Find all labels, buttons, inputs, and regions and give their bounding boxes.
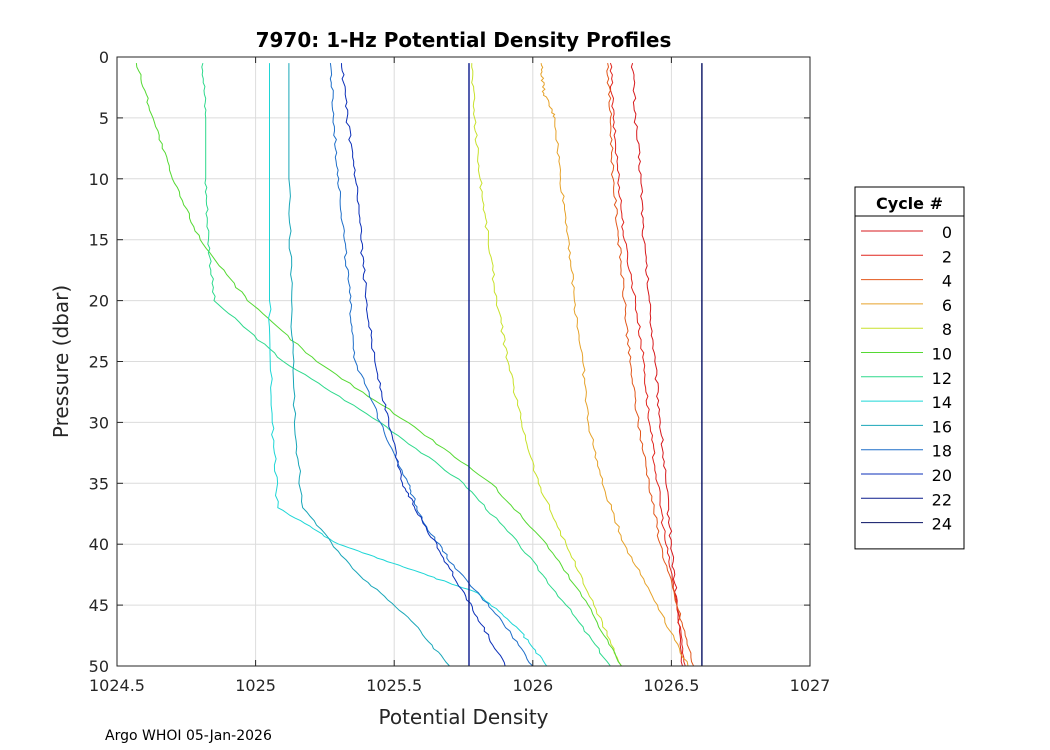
x-tick-label: 1025: [235, 676, 276, 695]
axis-ticks: 1024.5 1025 1025.5 1026 1026.5 1027 0 5 10 15 20 25…: [89, 48, 831, 695]
y-axis-label: Pressure (dbar): [49, 285, 73, 438]
series-line-2: [609, 62, 686, 667]
y-tick-label: 45: [89, 596, 109, 615]
y-tick-label: 0: [99, 48, 109, 67]
legend-label-12: 12: [932, 369, 952, 388]
series-line-18: [329, 63, 534, 667]
y-tick-label: 50: [89, 657, 109, 676]
series-line-16: [288, 63, 450, 667]
series-line-10: [135, 63, 622, 667]
y-tick-label: 35: [89, 474, 109, 493]
series-line-20: [341, 63, 506, 667]
legend-label-24: 24: [932, 515, 952, 534]
series-line-4: [606, 62, 695, 667]
legend-label-10: 10: [932, 345, 952, 364]
chart-title: 7970: 1-Hz Potential Density Profiles: [256, 28, 672, 52]
y-tick-label: 5: [99, 109, 109, 128]
legend-label-2: 2: [942, 247, 952, 266]
grid: [117, 57, 810, 666]
series-line-14: [268, 63, 548, 667]
legend-label-4: 4: [942, 272, 952, 291]
x-axis-label: Potential Density: [378, 705, 548, 729]
legend-label-0: 0: [942, 223, 952, 242]
x-tick-label: 1026: [512, 676, 553, 695]
legend-label-14: 14: [932, 393, 952, 412]
footer-credit: Argo WHOI 05-Jan-2026: [105, 728, 272, 744]
x-tick-label: 1026.5: [643, 676, 699, 695]
legend-label-22: 22: [932, 490, 952, 509]
series-line-0: [630, 62, 683, 667]
y-tick-label: 25: [89, 353, 109, 372]
y-tick-label: 10: [89, 170, 109, 189]
x-tick-label: 1024.5: [89, 676, 145, 695]
series-line-12: [201, 62, 611, 667]
legend-box: [854, 186, 965, 550]
legend-title: Cycle #: [876, 194, 943, 213]
x-tick-label: 1025.5: [366, 676, 422, 695]
series-line-8: [471, 63, 622, 667]
legend-label-6: 6: [942, 296, 952, 315]
series-line-6: [540, 63, 689, 667]
legend-label-8: 8: [942, 320, 952, 339]
series-lines: [135, 62, 703, 667]
legend-label-16: 16: [932, 417, 952, 436]
y-tick-label: 30: [89, 413, 109, 432]
legend-label-18: 18: [932, 442, 952, 461]
y-tick-label: 15: [89, 231, 109, 250]
x-tick-label: 1027: [790, 676, 831, 695]
y-tick-label: 20: [89, 292, 109, 311]
y-tick-label: 40: [89, 535, 109, 554]
legend-label-20: 20: [932, 466, 952, 485]
